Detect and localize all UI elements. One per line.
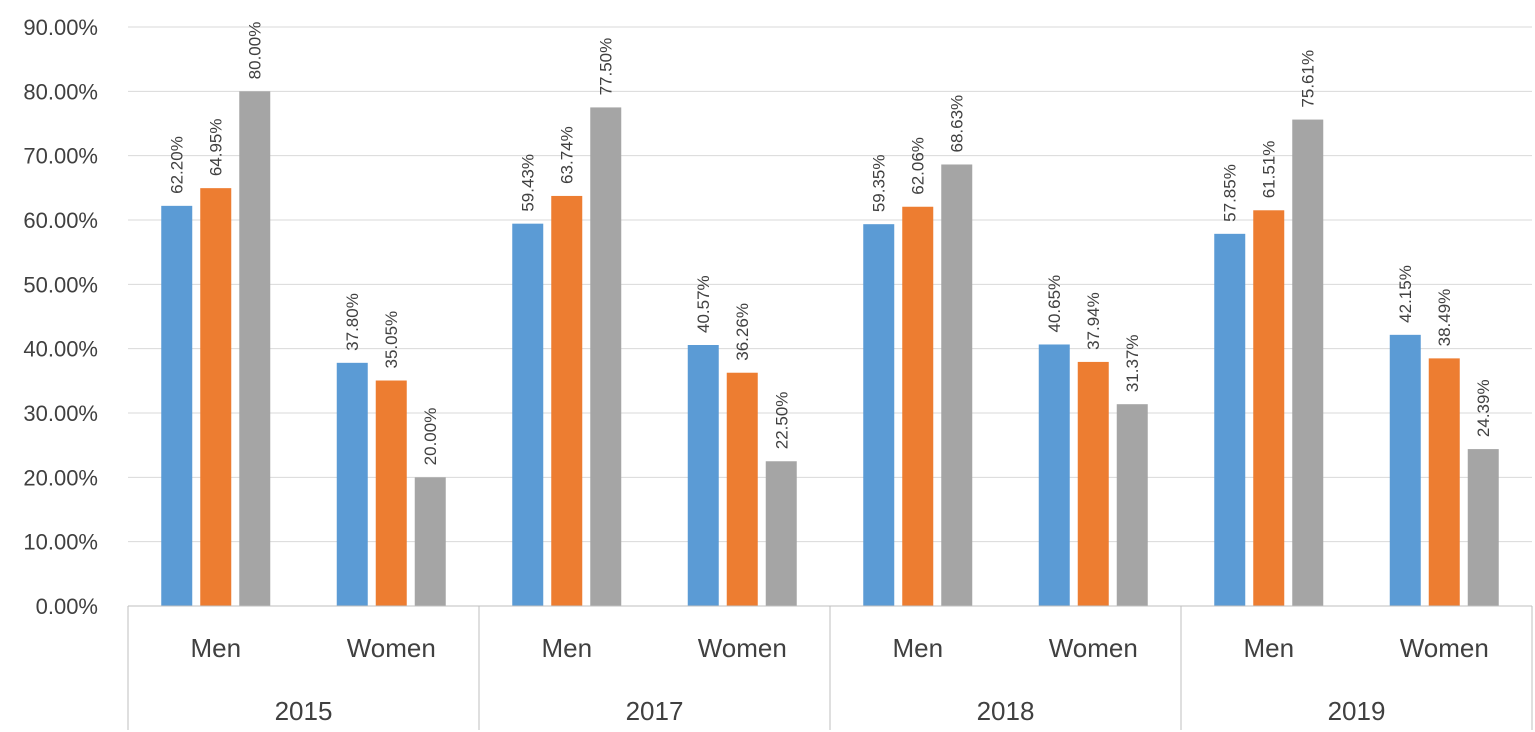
bar-value-label: 37.80% bbox=[343, 293, 362, 351]
bar bbox=[200, 188, 232, 606]
bar bbox=[765, 461, 797, 606]
x-category-label: Women bbox=[1049, 633, 1138, 663]
bar-value-label: 57.85% bbox=[1221, 164, 1240, 222]
bar bbox=[239, 91, 271, 607]
bar bbox=[1467, 449, 1499, 606]
x-category-label: Men bbox=[1243, 633, 1294, 663]
y-tick-label: 10.00% bbox=[23, 530, 98, 555]
bar bbox=[161, 205, 193, 606]
bar-value-label: 24.39% bbox=[1474, 379, 1493, 437]
bar-value-label: 20.00% bbox=[421, 408, 440, 466]
bar bbox=[1116, 404, 1148, 606]
x-category-label: Men bbox=[892, 633, 943, 663]
x-group-label: 2017 bbox=[626, 696, 684, 726]
bar bbox=[863, 224, 895, 606]
bar-value-label: 38.49% bbox=[1435, 289, 1454, 347]
bar-value-label: 59.43% bbox=[519, 154, 538, 212]
y-tick-label: 60.00% bbox=[23, 208, 98, 233]
bar-value-label: 36.26% bbox=[733, 303, 752, 361]
bar bbox=[1077, 361, 1109, 606]
y-tick-label: 20.00% bbox=[23, 465, 98, 490]
bar bbox=[336, 362, 368, 606]
x-category-label: Men bbox=[190, 633, 241, 663]
bar bbox=[1253, 210, 1285, 607]
bar-value-label: 64.95% bbox=[207, 118, 226, 176]
y-tick-label: 30.00% bbox=[23, 401, 98, 426]
bar bbox=[1292, 119, 1324, 606]
bar bbox=[512, 223, 544, 607]
y-tick-label: 80.00% bbox=[23, 79, 98, 104]
x-category-label: Women bbox=[347, 633, 436, 663]
bar-value-label: 62.06% bbox=[909, 137, 928, 195]
x-group-label: 2019 bbox=[1328, 696, 1386, 726]
bar-value-label: 61.51% bbox=[1260, 141, 1279, 199]
bar bbox=[1038, 344, 1070, 606]
y-axis-tick-labels: 0.00% 10.00% 20.00% 30.00% 40.00% 50.00% 60.00… bbox=[23, 15, 98, 619]
x-category-label: Women bbox=[698, 633, 787, 663]
y-tick-label: 0.00% bbox=[36, 594, 98, 619]
bar bbox=[375, 380, 407, 606]
bars bbox=[161, 91, 1499, 607]
bar-value-label: 75.61% bbox=[1299, 50, 1318, 108]
bar bbox=[726, 372, 758, 606]
bar-value-label: 62.20% bbox=[168, 136, 187, 194]
bar-value-label: 35.05% bbox=[382, 311, 401, 369]
x-category-label: Men bbox=[541, 633, 592, 663]
bar bbox=[414, 477, 446, 606]
x-axis bbox=[127, 605, 1533, 730]
bar-value-label: 68.63% bbox=[948, 95, 967, 153]
bar-value-label: 40.57% bbox=[694, 275, 713, 333]
bar-value-label: 80.00% bbox=[246, 22, 265, 80]
y-tick-label: 70.00% bbox=[23, 144, 98, 169]
bar-value-label: 37.94% bbox=[1084, 292, 1103, 350]
data-labels: 62.20% 64.95% 80.00% 37.80% 35.05% 20.00% 59.4… bbox=[168, 22, 1494, 466]
bar-value-label: 22.50% bbox=[772, 392, 791, 450]
bar-value-label: 77.50% bbox=[597, 38, 616, 96]
bar bbox=[1389, 334, 1421, 606]
bar-value-label: 31.37% bbox=[1123, 335, 1142, 393]
y-tick-label: 50.00% bbox=[23, 272, 98, 297]
bar bbox=[590, 107, 622, 607]
bar bbox=[687, 344, 719, 606]
y-tick-label: 40.00% bbox=[23, 337, 98, 362]
bar-value-label: 42.15% bbox=[1396, 265, 1415, 323]
bar bbox=[1214, 233, 1246, 606]
bar bbox=[902, 206, 934, 607]
x-category-label: Women bbox=[1400, 633, 1489, 663]
bar bbox=[941, 164, 973, 606]
bar-value-label: 59.35% bbox=[870, 155, 889, 213]
bar-value-label: 63.74% bbox=[558, 126, 577, 184]
bar bbox=[551, 195, 583, 606]
x-group-label: 2018 bbox=[977, 696, 1035, 726]
bar bbox=[1428, 358, 1460, 606]
x-group-label: 2015 bbox=[275, 696, 333, 726]
x-axis-category-labels: 2015 Men Women 2017 Men Women 2018 Men Women 2019… bbox=[190, 633, 1488, 726]
y-tick-label: 90.00% bbox=[23, 15, 98, 40]
bar-value-label: 40.65% bbox=[1045, 275, 1064, 333]
